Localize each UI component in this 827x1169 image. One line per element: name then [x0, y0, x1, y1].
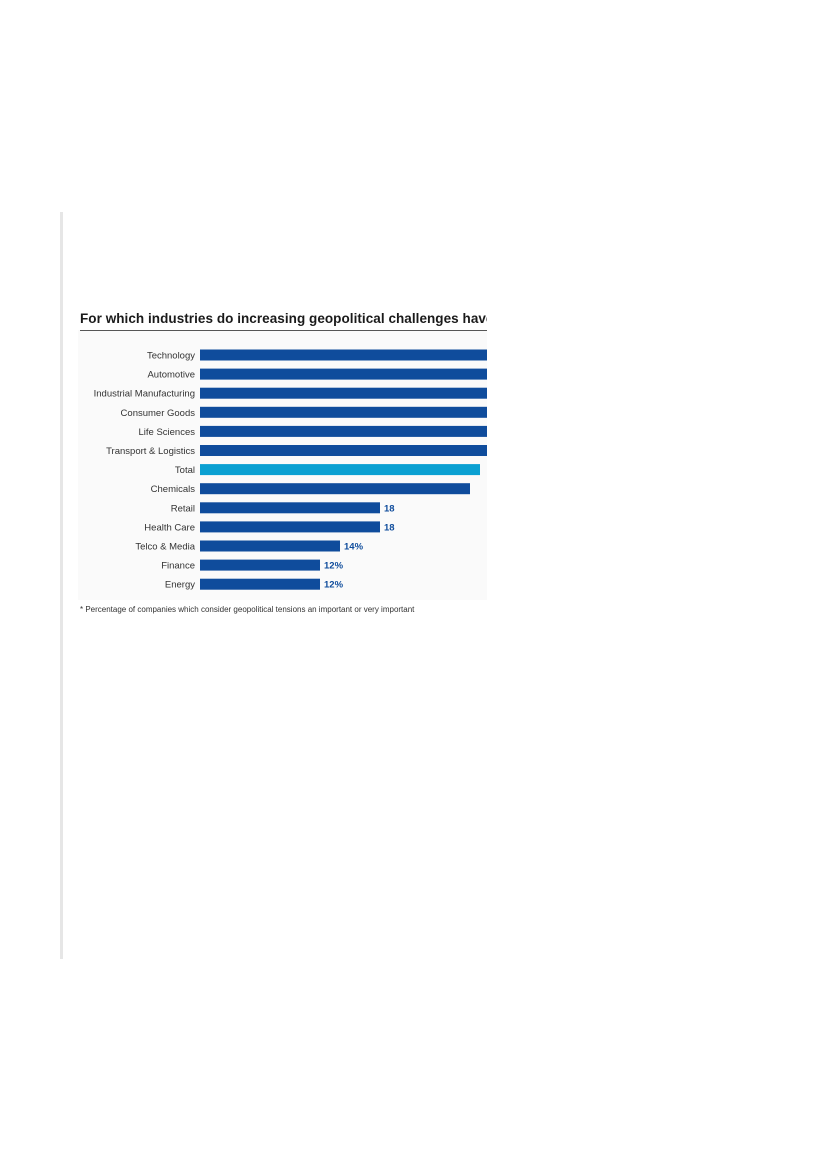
bar-total	[200, 464, 480, 476]
category-label: Life Sciences	[138, 427, 195, 438]
bar-chart: Technology Automotive Industrial Manufactu…	[94, 349, 487, 591]
bar	[200, 483, 470, 495]
category-label: Technology	[147, 351, 195, 362]
category-label: Finance	[161, 561, 195, 572]
chart-container: For which industries do increasing geopo…	[64, 212, 487, 959]
bar	[200, 445, 487, 456]
value-label: 12%	[324, 561, 344, 572]
category-label: Chemicals	[151, 484, 196, 495]
bar	[200, 578, 320, 590]
bar	[200, 368, 487, 380]
category-label: Automotive	[147, 370, 195, 381]
category-label: Industrial Manufacturing	[94, 389, 195, 400]
bar	[200, 521, 380, 533]
category-label: Retail	[171, 503, 195, 514]
page-margin-rule	[60, 212, 63, 959]
chart-title: For which industries do increasing geopo…	[80, 311, 487, 326]
chart-footnote: * Percentage of companies which consider…	[80, 605, 415, 614]
bar	[200, 387, 487, 399]
bar	[200, 559, 320, 571]
category-label: Energy	[165, 580, 195, 591]
bar	[200, 425, 487, 437]
value-label: 14%	[344, 542, 364, 553]
value-label: 12%	[324, 580, 344, 591]
bar	[200, 502, 380, 514]
category-label: Telco & Media	[135, 542, 195, 553]
category-label: Total	[175, 465, 195, 476]
bar	[200, 349, 487, 361]
value-label: 18	[384, 522, 395, 533]
bar	[200, 406, 487, 418]
category-label: Consumer Goods	[121, 408, 196, 419]
title-underline	[80, 330, 487, 331]
bar	[200, 540, 340, 552]
category-label: Transport & Logistics	[106, 446, 195, 457]
category-label: Health Care	[144, 522, 195, 533]
value-label: 18	[384, 503, 395, 514]
